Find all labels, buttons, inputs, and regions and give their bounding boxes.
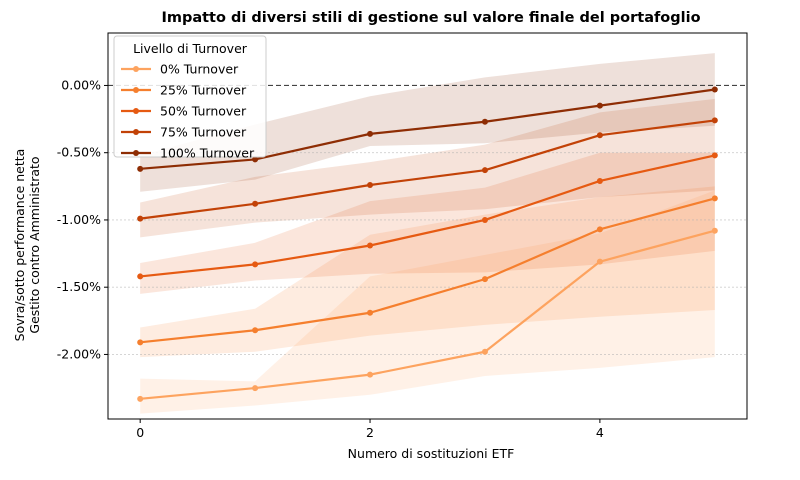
series-3-point-2	[367, 181, 374, 188]
series-0-point-5	[711, 227, 718, 234]
confidence-bands	[140, 53, 715, 414]
series-line-3	[140, 119, 715, 220]
series-1-point-4	[596, 226, 603, 233]
series-3-point-1	[252, 200, 259, 207]
legend-marker-4	[133, 150, 139, 156]
confidence-band-4	[140, 53, 715, 192]
confidence-band-0	[140, 190, 715, 414]
legend-label-0: 0% Turnover	[160, 62, 239, 77]
y-tick-label-4: -2.00%	[57, 346, 101, 361]
legend-marker-0	[133, 66, 139, 72]
series-0-point-0	[137, 395, 144, 402]
series-1-point-3	[481, 276, 488, 283]
series-2-point-5	[711, 152, 718, 159]
series-line-2	[140, 154, 716, 278]
chart-title: Impatto di diversi stili di gestione sul…	[161, 10, 700, 26]
series-line-0	[140, 229, 716, 400]
series-markers	[137, 86, 718, 402]
series-4-point-4	[596, 102, 603, 109]
confidence-band-3	[140, 98, 715, 238]
series-4-point-2	[367, 130, 374, 137]
series-1-point-5	[711, 195, 718, 202]
series-0-point-2	[367, 371, 374, 378]
series-3-point-4	[596, 132, 603, 139]
series-1-point-1	[252, 327, 259, 334]
series-1-point-2	[367, 309, 374, 316]
legend-label-3: 75% Turnover	[160, 125, 247, 140]
series-line-4	[140, 88, 715, 170]
legend-label-1: 25% Turnover	[160, 83, 247, 98]
legend-title: Livello di Turnover	[133, 41, 248, 56]
series-line-1	[140, 197, 716, 344]
legend-label-4: 100% Turnover	[160, 146, 255, 161]
series-2-point-1	[252, 261, 259, 268]
y-tick-label-2: -1.00%	[57, 212, 101, 227]
series-2-point-0	[137, 273, 144, 280]
series-4-point-3	[481, 118, 488, 125]
series-3-point-5	[711, 117, 718, 124]
series-4-point-0	[137, 165, 144, 172]
plot-frame	[107, 32, 748, 420]
legend-box	[113, 35, 267, 158]
legend-marker-3	[133, 129, 139, 135]
x-tick-label-0: 0	[136, 425, 144, 440]
series-4-point-5	[711, 86, 718, 93]
x-tick-label-2: 4	[596, 425, 604, 440]
series-2-point-2	[367, 242, 374, 249]
legend: Livello di Turnover 0% Turnover 25% Turno…	[113, 35, 267, 161]
x-axis-ticks: 0 2 4	[136, 419, 604, 440]
legend-items: 0% Turnover 25% Turnover 50% Turnover 75% T…	[121, 62, 255, 161]
y-axis-label-line-1: Sovra/sotto performance netta	[12, 149, 27, 342]
legend-marker-2	[133, 108, 139, 114]
y-axis-label-line-2: Gestito contro Amministrato	[27, 156, 42, 333]
series-3-point-0	[137, 215, 144, 222]
series-lines	[140, 88, 716, 400]
series-2-point-4	[596, 177, 603, 184]
series-0-point-1	[252, 385, 259, 392]
y-axis-label: Sovra/sotto performance netta Gestito co…	[12, 149, 42, 342]
gridlines	[108, 152, 747, 355]
confidence-band-1	[140, 186, 715, 358]
series-1-point-0	[137, 339, 144, 346]
series-0-point-3	[481, 348, 488, 355]
y-tick-label-1: -0.50%	[57, 145, 101, 160]
series-0-point-4	[596, 258, 603, 265]
legend-marker-1	[133, 87, 139, 93]
y-tick-label-0: 0.00%	[61, 77, 101, 92]
y-tick-label-3: -1.50%	[57, 279, 101, 294]
series-4-point-1	[252, 156, 259, 163]
x-axis-label: Numero di sostituzioni ETF	[348, 446, 515, 461]
legend-label-2: 50% Turnover	[160, 104, 247, 119]
x-tick-label-1: 2	[366, 425, 374, 440]
y-axis-ticks: 0.00% -0.50% -1.00% -1.50% -2.00%	[57, 77, 108, 361]
series-3-point-3	[481, 167, 488, 174]
series-2-point-3	[481, 216, 488, 223]
